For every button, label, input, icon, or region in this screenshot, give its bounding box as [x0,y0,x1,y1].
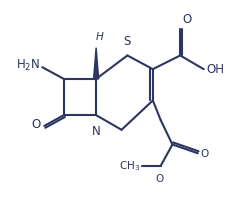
Polygon shape [94,48,99,79]
Text: O: O [182,13,191,26]
Text: S: S [123,35,130,48]
Text: CH$_3$: CH$_3$ [119,159,140,173]
Text: N: N [92,125,101,138]
Text: H: H [96,32,103,42]
Text: O: O [200,149,208,159]
Text: O: O [32,118,41,131]
Text: O: O [156,174,164,184]
Text: OH: OH [206,63,224,76]
Text: H$_2$N: H$_2$N [16,58,40,73]
